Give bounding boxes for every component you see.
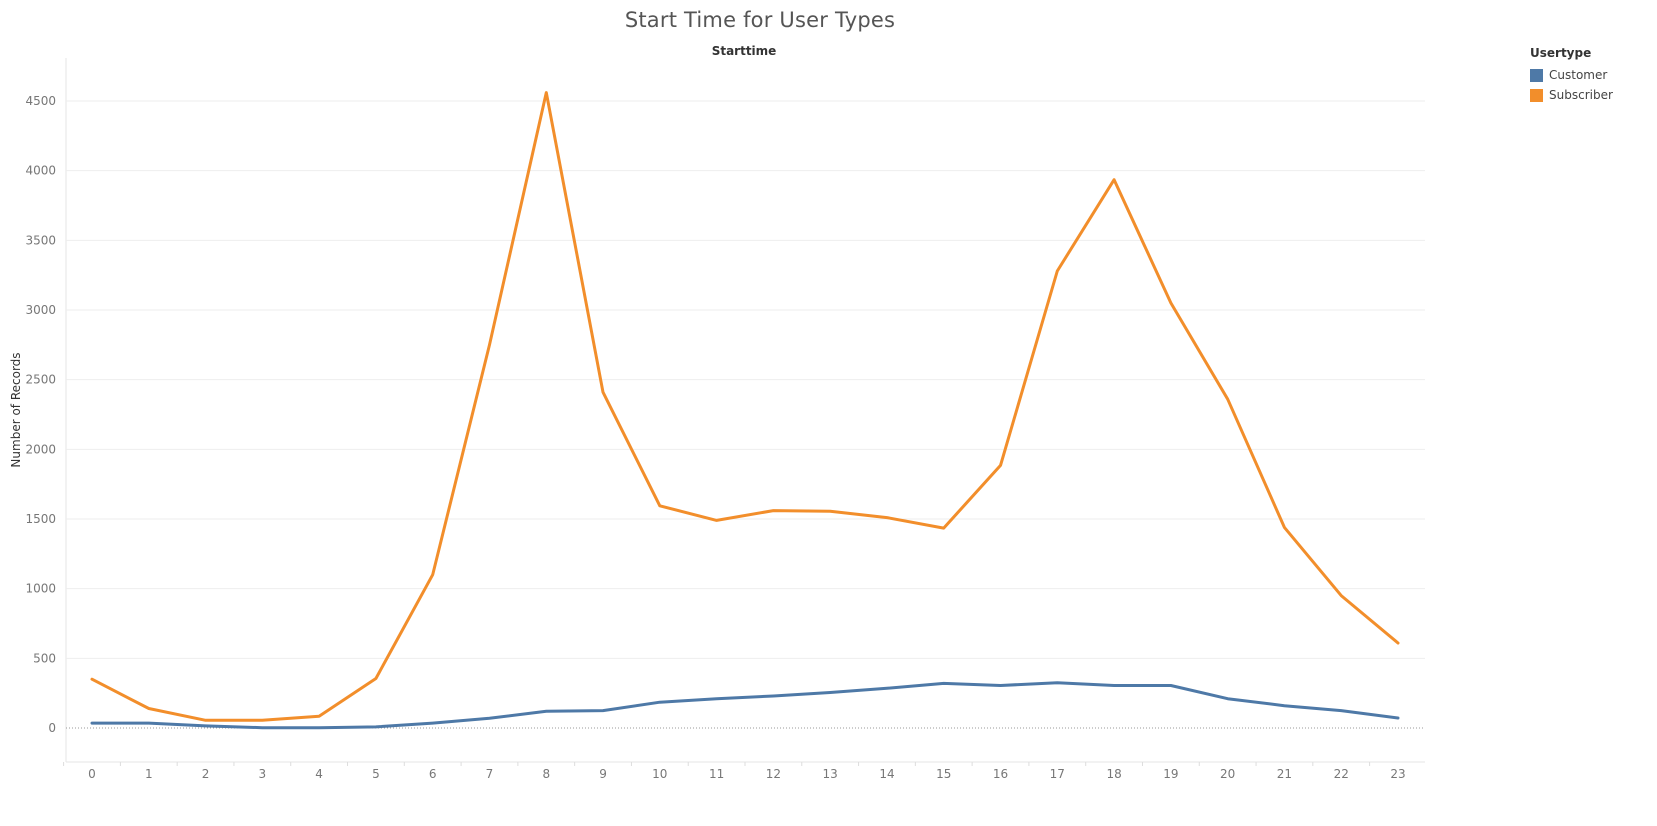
y-tick-label: 4500 bbox=[25, 94, 56, 108]
y-tick-label: 1500 bbox=[25, 512, 56, 526]
x-tick-label: 9 bbox=[599, 767, 607, 781]
legend-label-subscriber: Subscriber bbox=[1549, 88, 1613, 102]
x-tick-label: 21 bbox=[1277, 767, 1292, 781]
line-chart: Starttime 0 500 1000 1500 2000 2500 3000 3500 400… bbox=[9, 44, 1425, 781]
x-tick-label: 16 bbox=[993, 767, 1008, 781]
legend-item-subscriber[interactable]: Subscriber bbox=[1530, 85, 1613, 105]
legend-swatch-customer bbox=[1530, 68, 1543, 82]
x-tick-label: 12 bbox=[766, 767, 781, 781]
x-tick-label: 0 bbox=[88, 767, 96, 781]
x-tick-label: 22 bbox=[1334, 767, 1349, 781]
y-tick-label: 1000 bbox=[25, 582, 56, 596]
x-tick-label: 6 bbox=[429, 767, 437, 781]
x-tick-label: 17 bbox=[1050, 767, 1065, 781]
x-tick-label: 2 bbox=[202, 767, 210, 781]
x-tick-label: 19 bbox=[1163, 767, 1178, 781]
x-tick-label: 7 bbox=[486, 767, 494, 781]
legend-label-customer: Customer bbox=[1549, 68, 1608, 82]
x-tick-label: 10 bbox=[652, 767, 667, 781]
y-tick-label: 500 bbox=[33, 651, 56, 665]
x-tick-label: 23 bbox=[1390, 767, 1405, 781]
x-tick-label: 5 bbox=[372, 767, 380, 781]
legend-title: Usertype bbox=[1530, 46, 1592, 60]
x-tick-label: 1 bbox=[145, 767, 153, 781]
y-tick-label: 4000 bbox=[25, 164, 56, 178]
x-tick-label: 8 bbox=[542, 767, 550, 781]
x-tick-label: 20 bbox=[1220, 767, 1235, 781]
y-tick-label: 0 bbox=[48, 721, 56, 735]
x-tick-label: 15 bbox=[936, 767, 951, 781]
x-tick-label: 3 bbox=[259, 767, 267, 781]
legend-item-customer[interactable]: Customer bbox=[1530, 65, 1613, 85]
y-tick-label: 3000 bbox=[25, 303, 56, 317]
x-tick-label: 11 bbox=[709, 767, 724, 781]
y-tick-label: 2500 bbox=[25, 373, 56, 387]
y-tick-label: 3500 bbox=[25, 233, 56, 247]
series-line-customer bbox=[90, 681, 1400, 730]
legend[interactable]: Usertype Customer Subscriber bbox=[1530, 46, 1613, 105]
x-tick-label: 4 bbox=[315, 767, 323, 781]
x-tick-label: 14 bbox=[879, 767, 894, 781]
legend-swatch-subscriber bbox=[1530, 88, 1543, 102]
column-header: Starttime bbox=[712, 44, 777, 58]
series-line-subscriber bbox=[90, 91, 1400, 722]
y-tick-label: 2000 bbox=[25, 442, 56, 456]
x-tick-label: 18 bbox=[1106, 767, 1121, 781]
y-axis-label: Number of Records bbox=[9, 352, 23, 467]
chart-title: Start Time for User Types bbox=[624, 8, 896, 32]
x-tick-label: 13 bbox=[823, 767, 838, 781]
